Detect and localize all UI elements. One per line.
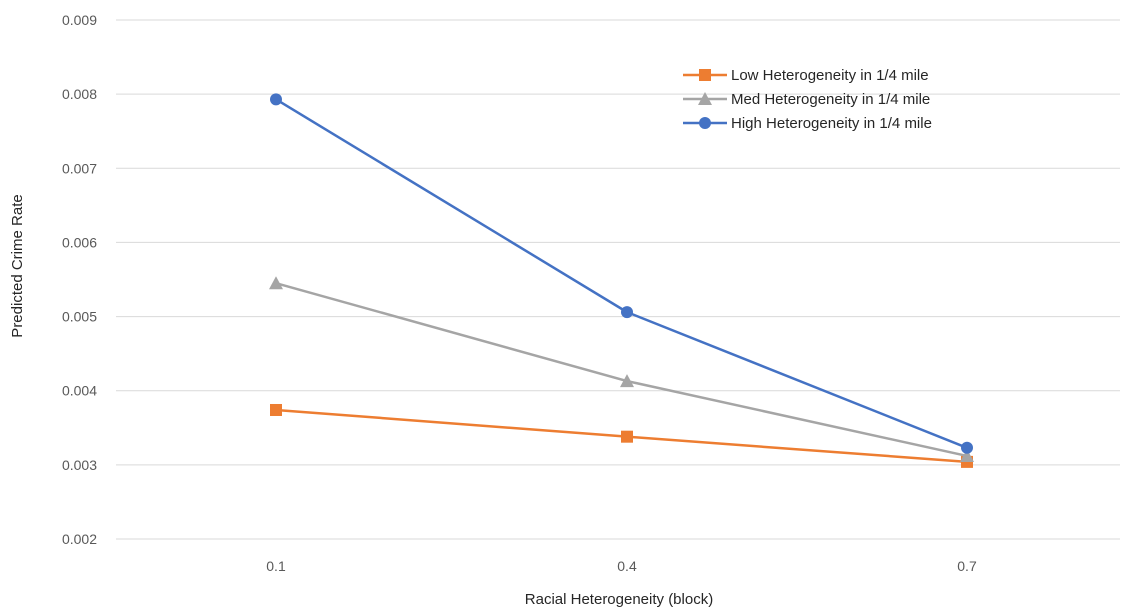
x-tick-label: 0.7 <box>957 558 977 574</box>
x-tick-label: 0.4 <box>617 558 637 574</box>
series-group <box>269 93 974 468</box>
legend-label: Low Heterogeneity in 1/4 mile <box>731 67 929 84</box>
legend-marker <box>699 69 711 81</box>
y-axis-title: Predicted Crime Rate <box>9 194 26 337</box>
y-tick-label: 0.008 <box>62 86 97 102</box>
legend-label: Med Heterogeneity in 1/4 mile <box>731 91 930 108</box>
gridlines <box>116 19 1120 540</box>
series-line <box>275 98 968 449</box>
data-point <box>269 276 283 290</box>
x-axis-tick-labels: 0.1 0.4 0.7 <box>266 558 977 574</box>
y-tick-label: 0.009 <box>62 12 97 28</box>
y-axis-tick-labels: 0.002 0.003 0.004 0.005 0.006 0.007 0.008 0.009 <box>62 12 97 547</box>
legend: Low Heterogeneity in 1/4 mile Med Heterog… <box>683 67 932 132</box>
data-point <box>620 374 634 388</box>
data-point <box>270 403 282 416</box>
y-tick-label: 0.002 <box>62 531 97 547</box>
data-point <box>270 93 282 106</box>
y-tick-label: 0.007 <box>62 160 97 176</box>
data-point <box>621 430 633 443</box>
legend-marker <box>699 117 711 129</box>
y-tick-label: 0.005 <box>62 309 97 325</box>
y-tick-label: 0.004 <box>62 383 97 399</box>
data-point <box>621 306 633 319</box>
y-tick-label: 0.006 <box>62 234 97 250</box>
data-point <box>961 441 973 454</box>
legend-marker <box>698 92 712 105</box>
data-point <box>960 448 974 462</box>
y-tick-label: 0.003 <box>62 457 97 473</box>
legend-label: High Heterogeneity in 1/4 mile <box>731 115 932 132</box>
x-axis-title: Racial Heterogeneity (block) <box>525 591 713 608</box>
x-tick-label: 0.1 <box>266 558 286 574</box>
